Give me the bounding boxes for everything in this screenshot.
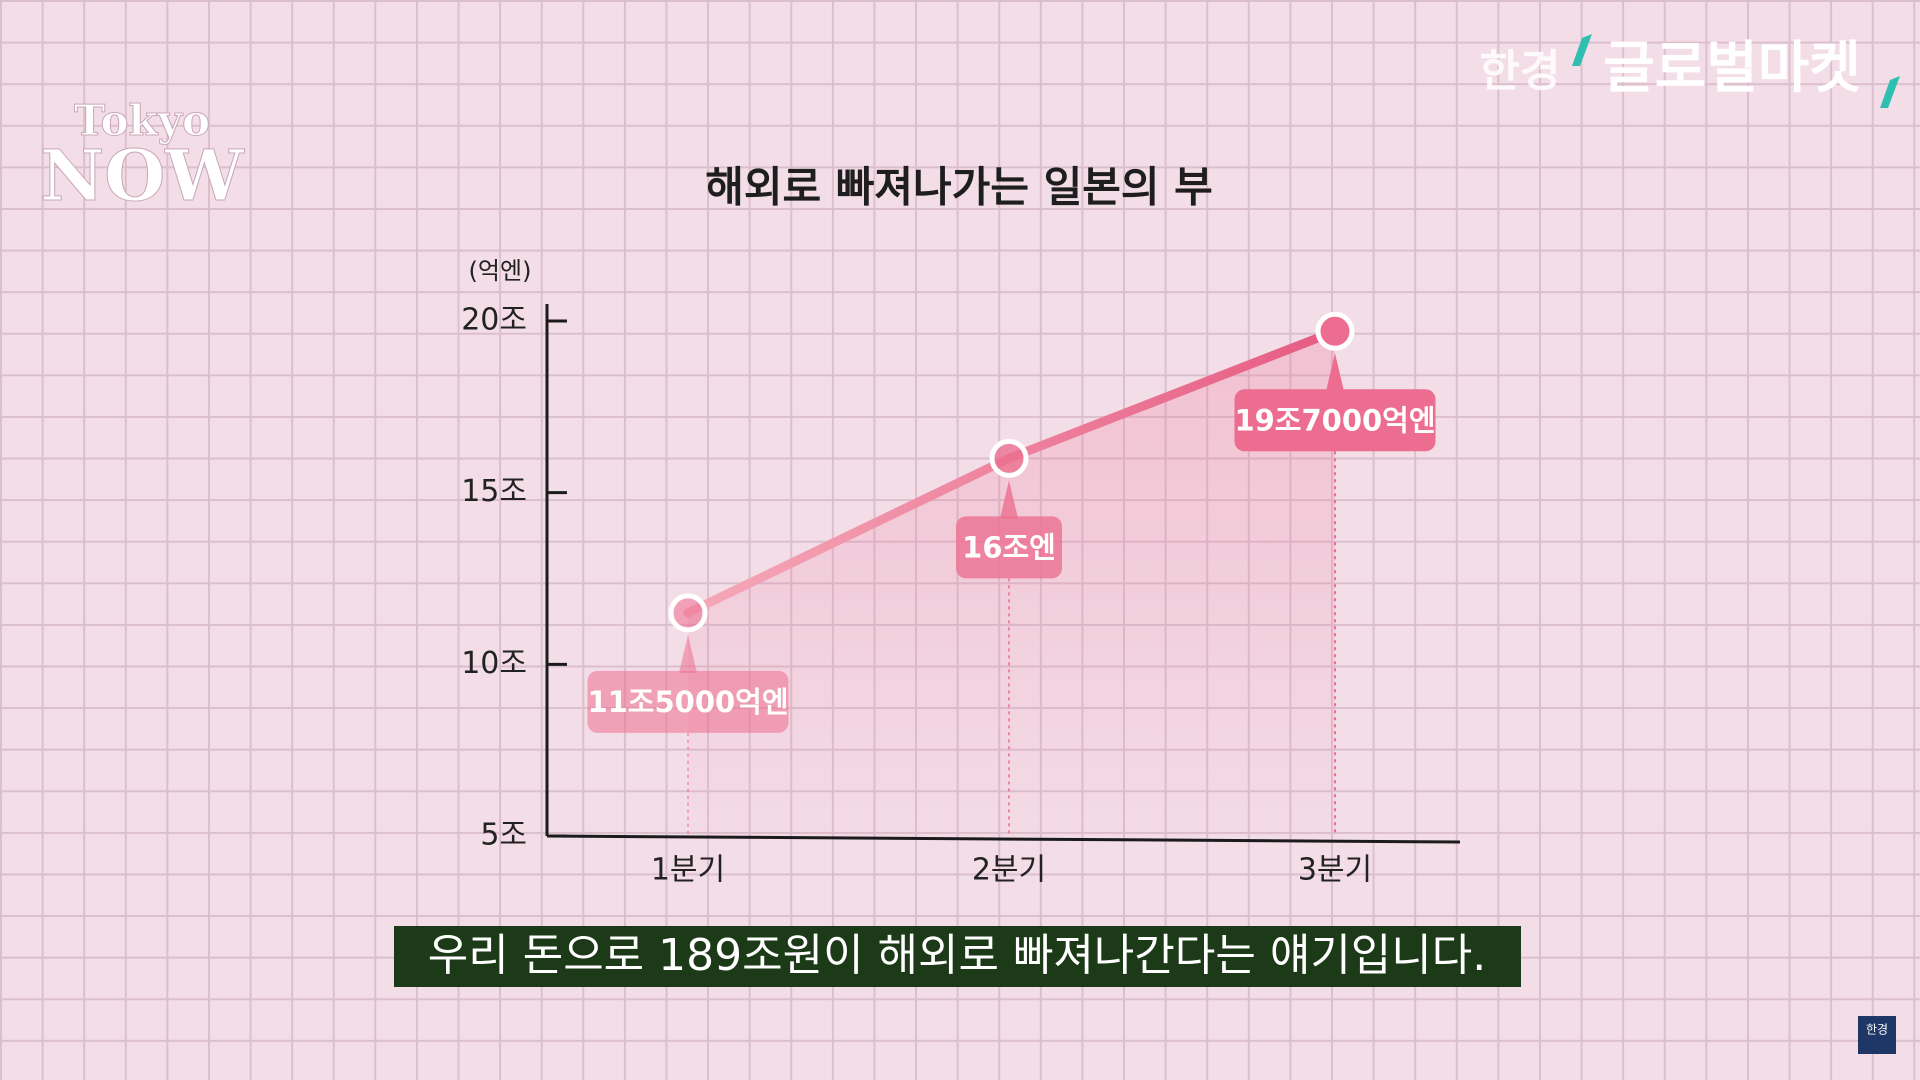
logo-top: Tokyo	[74, 96, 210, 145]
y-tick-label: 15조	[461, 474, 527, 509]
y-tick-label: 5조	[480, 818, 527, 853]
caption-box	[394, 926, 1521, 987]
chart-title: 해외로 빠져나가는 일본의 부	[705, 163, 1213, 212]
corner-badge: 한경	[1866, 1023, 1888, 1037]
y-tick-label: 20조	[461, 303, 527, 338]
point	[1315, 311, 1355, 351]
brand-slash	[1572, 34, 1592, 66]
x-tick-label: 1분기	[651, 853, 725, 888]
value-label: 19조7000억엔	[1234, 403, 1435, 437]
point	[989, 438, 1029, 478]
caption: 우리 돈으로 189조원이 해외로 빠져나간다는 얘기입니다.	[428, 930, 1486, 981]
value-label: 11조5000억엔	[587, 685, 788, 719]
x-tick-label: 2분기	[972, 853, 1046, 888]
brand-slash	[1880, 76, 1900, 108]
y-tick-label: 10조	[461, 646, 527, 681]
logo: Tokyo NOW	[40, 96, 246, 218]
brand-program: 글로벌마켓	[1603, 36, 1861, 101]
x-axis	[546, 834, 1461, 844]
area	[688, 331, 1335, 836]
corner-badge-box	[1858, 1016, 1896, 1054]
brand: 한경	[1480, 46, 1561, 97]
x-tick-label: 3분기	[1298, 853, 1372, 888]
label-pointer	[679, 634, 697, 673]
label-box	[1234, 389, 1436, 452]
label-pointer	[1000, 480, 1018, 519]
logo-bottom: NOW	[40, 134, 245, 217]
label-box	[587, 670, 789, 733]
point	[668, 593, 708, 633]
value-label: 16조엔	[962, 530, 1056, 564]
label-pointer	[1326, 353, 1344, 392]
label-box	[956, 516, 1062, 579]
y-unit: (억엔)	[469, 257, 532, 285]
